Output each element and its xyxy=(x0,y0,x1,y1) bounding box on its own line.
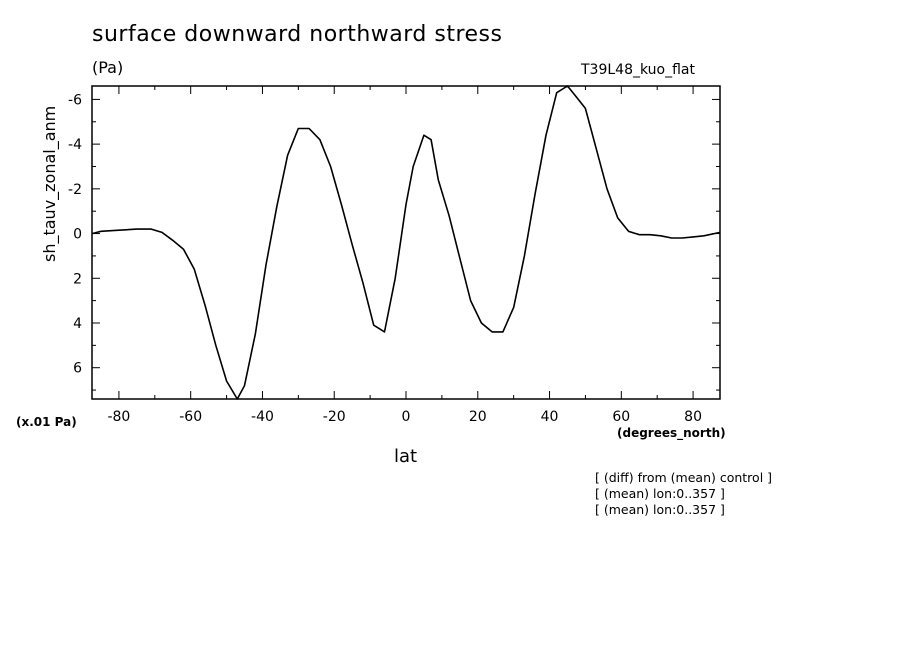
chart-title: surface downward northward stress xyxy=(92,22,503,47)
y-tick-label: -6 xyxy=(68,92,82,108)
note-line-2: [ (mean) lon:0..357 ] xyxy=(595,486,725,501)
y-tick-label: 4 xyxy=(73,316,82,332)
scale-label: (x.01 Pa) xyxy=(16,415,77,429)
x-tick-label: -60 xyxy=(179,409,202,425)
x-tick-label: 0 xyxy=(402,409,411,425)
series-line xyxy=(91,85,721,400)
y-tick-label: -2 xyxy=(68,182,82,198)
annotation-notes: [ (diff) from (mean) control ] [ (mean) … xyxy=(595,470,772,518)
x-tick-label: 40 xyxy=(541,409,559,425)
y-tick-label: 0 xyxy=(73,227,82,243)
x-tick-label: -40 xyxy=(251,409,274,425)
x-axis-label: lat xyxy=(394,446,418,467)
case-label: T39L48_kuo_flat xyxy=(581,62,695,78)
plot-frame xyxy=(91,85,721,400)
y-tick-label: 6 xyxy=(73,361,82,377)
y-tick-label: 2 xyxy=(73,271,82,287)
units-label: (Pa) xyxy=(92,58,124,77)
x-tick-label: 20 xyxy=(469,409,487,425)
x-units-label: (degrees_north) xyxy=(617,426,726,440)
x-tick-label: -80 xyxy=(107,409,130,425)
x-tick-label: 80 xyxy=(684,409,702,425)
x-tick-label: 60 xyxy=(612,409,630,425)
y-tick-label: -4 xyxy=(68,137,82,153)
x-tick-label: -20 xyxy=(323,409,346,425)
note-line-3: [ (mean) lon:0..357 ] xyxy=(595,502,725,517)
note-line-1: [ (diff) from (mean) control ] xyxy=(595,470,773,485)
